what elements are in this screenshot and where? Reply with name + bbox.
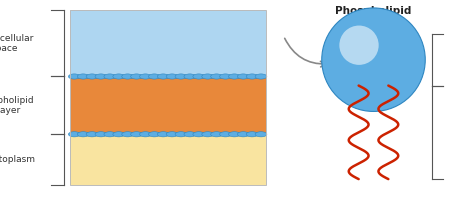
Circle shape (237, 74, 249, 79)
Circle shape (220, 132, 231, 137)
Circle shape (122, 74, 134, 79)
Circle shape (77, 132, 89, 137)
Circle shape (220, 74, 231, 79)
Circle shape (140, 74, 151, 79)
Circle shape (104, 132, 116, 137)
Circle shape (255, 74, 267, 79)
Circle shape (184, 74, 196, 79)
Circle shape (158, 132, 169, 137)
Circle shape (113, 132, 125, 137)
Bar (70, 10, 266, 76)
Circle shape (130, 132, 142, 137)
Circle shape (255, 132, 267, 137)
Circle shape (202, 132, 213, 137)
Circle shape (77, 74, 89, 79)
Circle shape (86, 132, 98, 137)
Circle shape (237, 132, 249, 137)
Circle shape (95, 132, 107, 137)
Circle shape (158, 74, 169, 79)
Circle shape (211, 132, 222, 137)
Ellipse shape (322, 8, 425, 111)
Circle shape (148, 132, 160, 137)
Circle shape (68, 132, 80, 137)
Bar (70, 76, 266, 134)
Circle shape (68, 74, 80, 79)
Circle shape (246, 132, 258, 137)
Circle shape (113, 74, 125, 79)
Bar (70, 134, 266, 185)
Circle shape (104, 74, 116, 79)
Circle shape (193, 74, 205, 79)
Text: Phospholipid
bilayer: Phospholipid bilayer (0, 96, 33, 115)
Circle shape (211, 74, 222, 79)
Circle shape (148, 74, 160, 79)
Circle shape (140, 132, 151, 137)
Circle shape (229, 74, 240, 79)
Text: Cytoplasm: Cytoplasm (0, 155, 35, 164)
Bar (70, 10, 266, 185)
Circle shape (229, 132, 240, 137)
Circle shape (175, 132, 187, 137)
Text: Extracellular
space: Extracellular space (0, 33, 33, 53)
Circle shape (86, 74, 98, 79)
Circle shape (184, 132, 196, 137)
Circle shape (175, 74, 187, 79)
Circle shape (193, 132, 205, 137)
Circle shape (202, 74, 213, 79)
Circle shape (130, 74, 142, 79)
Circle shape (246, 74, 258, 79)
Circle shape (95, 74, 107, 79)
Ellipse shape (339, 25, 379, 65)
Text: Phospholipid: Phospholipid (335, 6, 412, 16)
Circle shape (166, 132, 178, 137)
Circle shape (122, 132, 134, 137)
Circle shape (166, 74, 178, 79)
